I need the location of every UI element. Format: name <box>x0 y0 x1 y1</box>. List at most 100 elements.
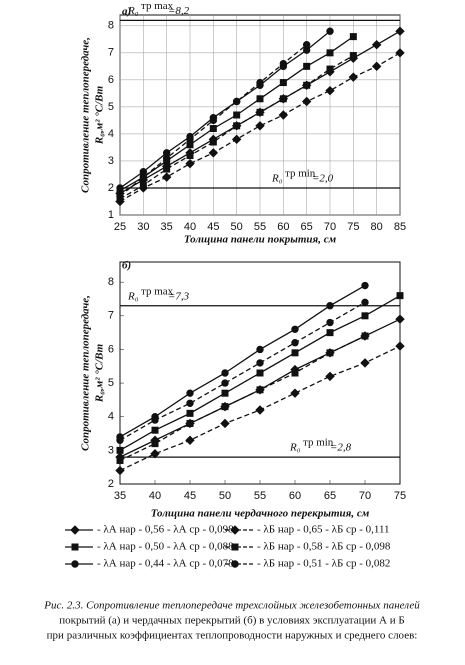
marker <box>279 79 287 87</box>
marker <box>116 184 124 192</box>
marker <box>395 48 405 58</box>
marker <box>371 61 382 72</box>
x-tick-label: 35 <box>161 221 173 233</box>
ref-label: =8,2 <box>168 5 190 17</box>
marker <box>209 138 217 146</box>
marker <box>326 318 334 327</box>
marker <box>162 154 171 162</box>
marker <box>326 349 334 357</box>
legend-label: - λБ нар - 0,51 - λБ ср - 0,082 <box>257 558 390 570</box>
marker <box>116 446 124 454</box>
marker <box>186 135 194 144</box>
legend-label: - λА нар - 0,44 - λА ср - 0,078 <box>97 558 234 570</box>
marker <box>361 281 369 290</box>
x-tick-label: 45 <box>184 490 196 502</box>
marker <box>326 27 334 35</box>
y-tick-label: 4 <box>108 128 114 140</box>
legend-label: - λА нар - 0,50 - λА ср - 0,088 <box>97 541 234 553</box>
marker <box>396 292 404 300</box>
marker <box>139 181 147 189</box>
marker <box>291 369 299 377</box>
ref-sup: тр max <box>141 285 174 297</box>
ref-label: =7,3 <box>168 290 190 302</box>
y-tick-label: 8 <box>108 276 114 288</box>
marker <box>395 314 405 324</box>
x-tick-label: 65 <box>301 221 313 233</box>
marker <box>326 65 334 73</box>
marker <box>221 379 229 387</box>
marker <box>161 172 172 182</box>
marker <box>256 386 264 394</box>
chart-title: а) <box>122 6 131 18</box>
marker <box>163 165 171 173</box>
x-tick-label: 55 <box>254 221 266 233</box>
x-tick-label: 35 <box>114 490 126 502</box>
marker <box>256 359 264 367</box>
ref-symbol: R₀ <box>271 173 283 185</box>
ref-label: =2,8 <box>330 442 352 454</box>
x-tick-label: 75 <box>394 490 406 502</box>
marker <box>361 298 369 307</box>
marker <box>395 341 405 351</box>
marker <box>256 369 264 377</box>
marker <box>233 122 241 130</box>
y-tick-label: 8 <box>108 20 114 32</box>
marker <box>279 59 288 68</box>
marker <box>221 389 229 397</box>
marker <box>255 405 265 415</box>
x-tick-label: 25 <box>114 221 126 233</box>
marker <box>291 349 299 357</box>
x-axis-label: Толщина панели покрытия, см <box>184 234 337 246</box>
y-tick-label: 2 <box>108 478 114 490</box>
legend-marker <box>231 543 239 551</box>
caption-line: Рис. 2.3. Сопротивление теплопередаче тр… <box>43 600 420 612</box>
y-tick-label: 2 <box>108 182 114 194</box>
marker <box>291 325 299 333</box>
ref-sup: тр min <box>303 437 334 449</box>
y-tick-label: 4 <box>108 411 114 423</box>
x-tick-label: 75 <box>347 221 359 233</box>
marker <box>151 426 159 434</box>
ref-sup: тр min <box>285 168 316 180</box>
y-tick-label: 3 <box>108 444 114 456</box>
marker <box>361 332 369 340</box>
x-tick-label: 80 <box>371 221 383 233</box>
marker <box>326 49 334 57</box>
x-tick-label: 70 <box>324 221 336 233</box>
series-line <box>119 284 366 438</box>
marker <box>151 440 159 448</box>
ref-symbol: R₀ <box>289 442 301 454</box>
y-tick-label: 5 <box>108 101 114 113</box>
marker <box>232 97 241 106</box>
ref-symbol: R₀ <box>127 5 139 17</box>
marker <box>303 62 311 70</box>
x-tick-label: 45 <box>207 221 219 233</box>
x-tick-label: 65 <box>324 490 336 502</box>
marker <box>302 41 311 49</box>
marker <box>256 78 264 87</box>
chart-title: б) <box>122 260 131 272</box>
x-axis-label: Толщина панели чердачного перекрытия, см <box>151 508 370 520</box>
caption-line: покрытий (а) и чердачных перекрытий (б) … <box>59 615 404 627</box>
y-axis-label: Сопротивление теплопередаче, <box>80 37 92 193</box>
marker <box>255 121 265 131</box>
legend-label: - λБ нар - 0,65 - λБ ср - 0,111 <box>257 524 390 536</box>
x-tick-label: 40 <box>184 221 196 233</box>
marker <box>209 125 217 133</box>
x-tick-label: 40 <box>149 490 161 502</box>
legend-label: - λА нар - 0,56 - λА ср - 0,098 <box>97 524 234 536</box>
marker <box>221 369 229 377</box>
marker <box>291 339 299 347</box>
y-tick-label: 7 <box>108 310 114 322</box>
y-tick-label: 6 <box>108 343 114 355</box>
marker <box>115 465 125 476</box>
y-axis-label: R₀,м² °С/Вт <box>94 85 106 145</box>
marker <box>185 158 195 169</box>
y-tick-label: 7 <box>108 47 114 59</box>
legend-marker <box>230 525 240 535</box>
marker <box>325 371 335 382</box>
marker <box>326 329 334 337</box>
x-tick-label: 55 <box>254 490 266 502</box>
legend-marker <box>231 560 239 568</box>
